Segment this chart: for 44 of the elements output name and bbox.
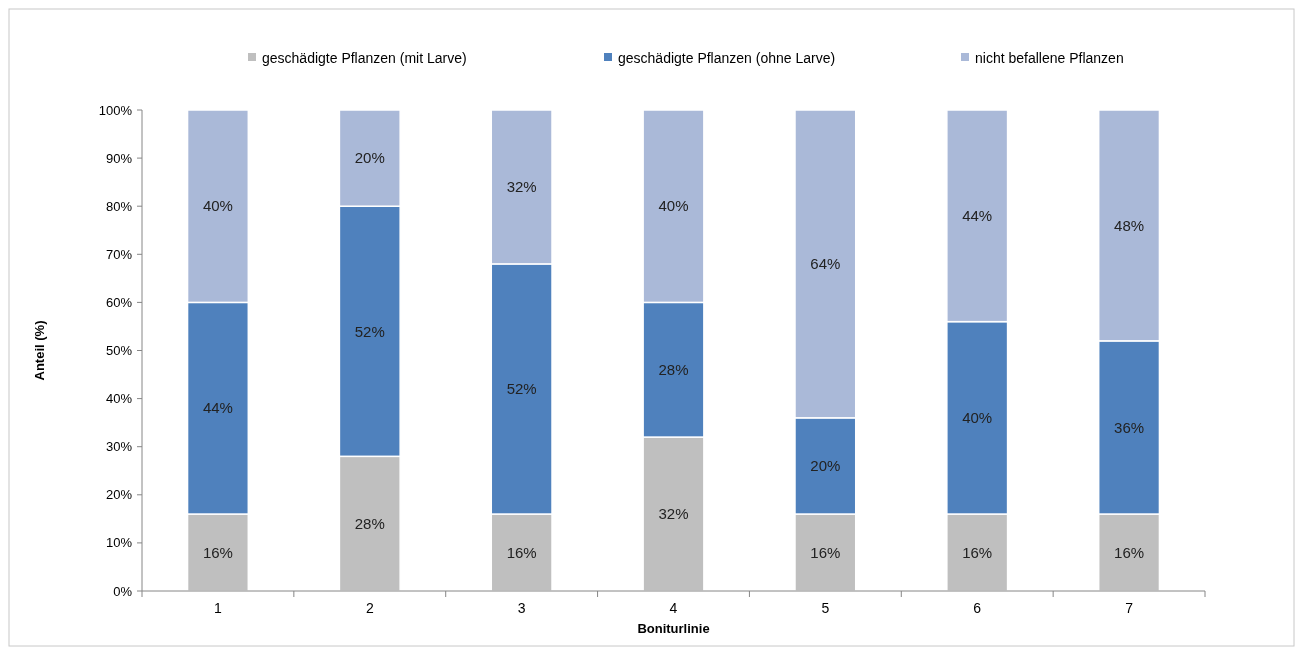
data-label: 28% xyxy=(658,360,689,378)
data-label: 28% xyxy=(354,514,385,532)
y-tick-label: 10% xyxy=(105,535,133,551)
data-label: 44% xyxy=(962,207,993,225)
y-tick-label: 20% xyxy=(105,487,133,503)
y-tick-label: 60% xyxy=(105,294,133,310)
data-label: 16% xyxy=(962,543,993,561)
y-axis-title: Anteil (%) xyxy=(32,320,47,381)
y-tick-label: 100% xyxy=(98,102,133,118)
data-label: 32% xyxy=(658,505,689,523)
x-tick-label: 6 xyxy=(973,600,982,616)
data-label: 44% xyxy=(202,399,233,417)
y-tick-label: 40% xyxy=(105,391,133,407)
data-label: 52% xyxy=(354,322,385,340)
data-label: 52% xyxy=(506,380,537,398)
legend-label: geschädigte Pflanzen (ohne Larve) xyxy=(618,49,836,66)
y-tick-label: 0% xyxy=(113,583,133,599)
y-tick-label: 70% xyxy=(105,246,133,262)
data-label: 36% xyxy=(1114,418,1145,436)
x-tick-label: 5 xyxy=(821,600,830,616)
x-tick-label: 1 xyxy=(214,600,223,616)
x-tick-label: 4 xyxy=(669,600,678,616)
data-label: 16% xyxy=(202,543,233,561)
x-tick-label: 7 xyxy=(1125,600,1134,616)
data-label: 40% xyxy=(658,197,689,215)
data-label: 16% xyxy=(1114,543,1145,561)
data-label: 20% xyxy=(810,457,841,475)
x-axis-title: Boniturlinie xyxy=(637,621,710,636)
y-tick-label: 90% xyxy=(105,150,133,166)
x-tick-label: 3 xyxy=(517,600,526,616)
x-tick-label: 2 xyxy=(365,600,374,616)
y-tick-label: 30% xyxy=(105,439,133,455)
data-label: 16% xyxy=(810,543,841,561)
data-label: 40% xyxy=(962,409,993,427)
data-label: 32% xyxy=(506,178,537,196)
data-label: 64% xyxy=(810,255,841,273)
data-label: 40% xyxy=(202,197,233,215)
y-tick-label: 50% xyxy=(105,343,133,359)
data-label: 16% xyxy=(506,543,537,561)
legend-label: nicht befallene Pflanzen xyxy=(975,49,1124,66)
legend-label: geschädigte Pflanzen (mit Larve) xyxy=(262,49,467,66)
data-label: 48% xyxy=(1114,216,1145,234)
y-tick-label: 80% xyxy=(105,198,133,214)
data-label: 20% xyxy=(354,149,385,167)
